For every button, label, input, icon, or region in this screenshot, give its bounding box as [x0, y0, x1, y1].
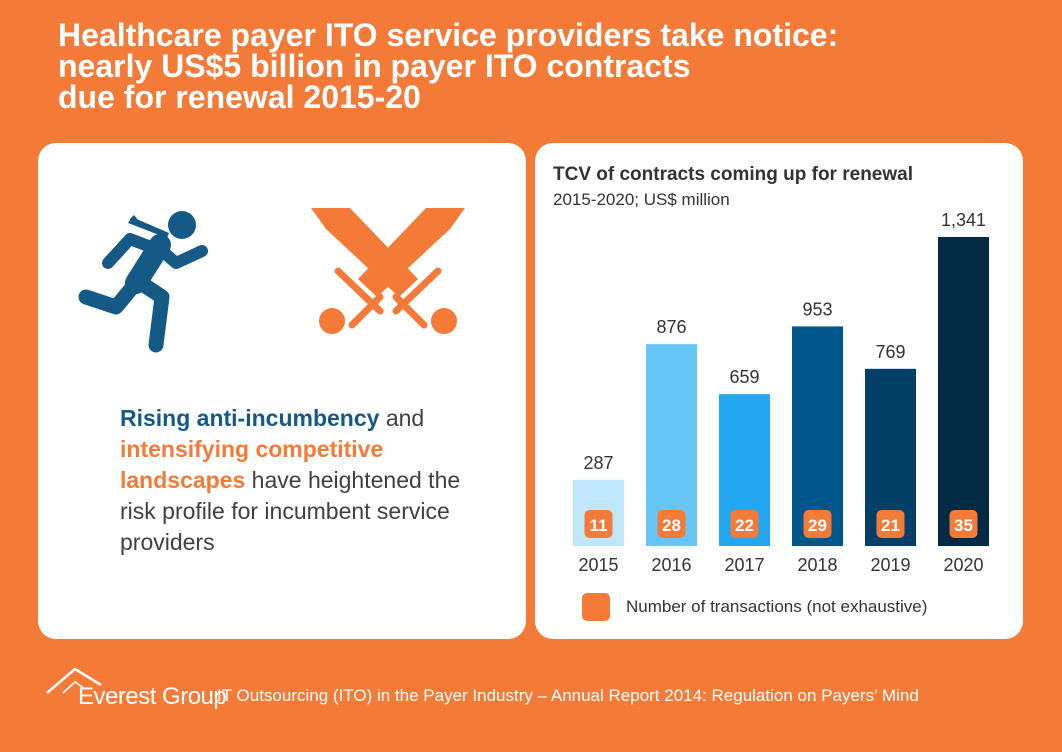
desc-highlight-anti-incumbency: Rising anti-incumbency: [120, 405, 380, 431]
bar-2020: [938, 237, 989, 546]
footer: Everest Group IT Outsourcing (ITO) in th…: [45, 665, 1045, 715]
chart-subtitle: 2015-2020; US$ million: [553, 190, 730, 209]
transaction-badge-2018: [803, 510, 832, 538]
desc-connector: and: [379, 405, 425, 431]
legend-label: Number of transactions (not exhaustive): [626, 597, 928, 616]
page-title: Healthcare payer ITO service providers t…: [58, 17, 1038, 115]
category-label-2016: 2016: [651, 555, 691, 575]
running-person-icon: [78, 211, 208, 353]
value-label-2015: 287: [583, 453, 613, 473]
transaction-badge-2016: [657, 510, 686, 538]
desc-remainder: have heightened the risk profile for inc…: [120, 467, 461, 555]
value-label-2016: 876: [656, 317, 686, 337]
category-label-2019: 2019: [870, 555, 910, 575]
transaction-count-2018: 29: [808, 516, 827, 535]
transaction-count-2019: 21: [881, 516, 900, 535]
transaction-badge-2020: [949, 510, 978, 538]
title-line-1: Healthcare payer ITO service providers t…: [58, 17, 839, 53]
company-logo-text: Everest Group: [78, 683, 227, 710]
transaction-count-2015: 11: [590, 516, 608, 535]
title-line-3: due for renewal 2015-20: [58, 79, 421, 115]
transaction-badge-2015: [584, 510, 613, 538]
chart-title: TCV of contracts coming up for renewal: [553, 164, 913, 185]
everest-logo-icon: [46, 667, 102, 694]
value-label-2019: 769: [875, 342, 905, 362]
incumbency-description: Rising anti-incumbency and intensifying …: [120, 403, 500, 558]
category-label-2020: 2020: [943, 555, 983, 575]
desc-highlight-competitive: intensifying competitive landscapes: [120, 436, 384, 493]
value-label-2018: 953: [802, 299, 832, 319]
value-label-2017: 659: [729, 367, 759, 387]
legend-swatch: [582, 593, 610, 621]
transaction-badge-2017: [730, 510, 759, 538]
report-title: IT Outsourcing (ITO) in the Payer Indust…: [217, 686, 919, 705]
transaction-badge-2019: [876, 510, 905, 538]
transaction-count-2017: 22: [735, 516, 754, 535]
transaction-count-2020: 35: [954, 516, 973, 535]
category-label-2015: 2015: [578, 555, 618, 575]
category-label-2017: 2017: [724, 555, 764, 575]
value-label-2020: 1,341: [941, 210, 986, 230]
title-line-2: nearly US$5 billion in payer ITO contrac…: [58, 48, 691, 84]
crossed-swords-icon: [311, 208, 465, 334]
transaction-count-2016: 28: [662, 516, 681, 535]
chart-legend: Number of transactions (not exhaustive): [582, 593, 927, 621]
bar-2018: [792, 326, 843, 546]
category-label-2018: 2018: [797, 555, 837, 575]
